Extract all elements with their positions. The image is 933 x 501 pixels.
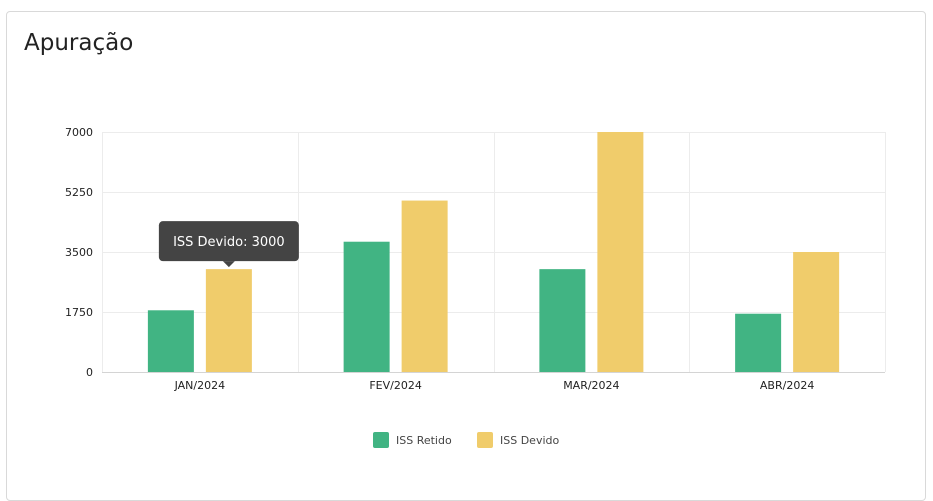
legend: ISS Retido ISS Devido [373, 432, 559, 448]
bar-iss-retido[interactable] [539, 269, 586, 372]
x-axis-labels: JAN/2024 FEV/2024 MAR/2024 ABR/2024 [174, 379, 815, 392]
legend-swatch [477, 432, 493, 448]
legend-swatch [373, 432, 389, 448]
legend-label: ISS Retido [396, 434, 452, 447]
x-tick-label: FEV/2024 [369, 379, 422, 392]
legend-item[interactable]: ISS Devido [477, 432, 559, 448]
x-tick-label: MAR/2024 [563, 379, 619, 392]
legend-item[interactable]: ISS Retido [373, 432, 452, 448]
tooltip-text: ISS Devido: 3000 [173, 235, 285, 250]
bar-iss-retido[interactable] [147, 310, 194, 372]
bar-iss-devido[interactable] [205, 269, 252, 372]
legend-label: ISS Devido [500, 434, 559, 447]
y-tick-label: 0 [86, 366, 93, 379]
card-title: Apuração [24, 30, 134, 56]
tooltip-pointer [222, 261, 235, 268]
bar-iss-retido[interactable] [735, 313, 782, 372]
bar-iss-devido[interactable] [401, 200, 448, 372]
bar-iss-devido[interactable] [597, 132, 644, 372]
bars [147, 132, 840, 372]
x-tick-label: JAN/2024 [174, 379, 226, 392]
y-tick-label: 5250 [65, 186, 93, 199]
bar-iss-devido[interactable] [793, 252, 840, 372]
tooltip: ISS Devido: 3000 [158, 221, 299, 268]
apuracao-bar-chart: 0 1750 3500 5250 7000 JAN/2024 FEV/2024 MAR/202… [65, 126, 886, 448]
y-tick-label: 3500 [65, 246, 93, 259]
tooltip-box [158, 221, 299, 262]
bar-iss-retido[interactable] [343, 241, 390, 372]
y-tick-label: 7000 [65, 126, 93, 139]
x-tick-label: ABR/2024 [760, 379, 814, 392]
y-tick-label: 1750 [65, 306, 93, 319]
y-axis-labels: 0 1750 3500 5250 7000 [65, 126, 93, 379]
